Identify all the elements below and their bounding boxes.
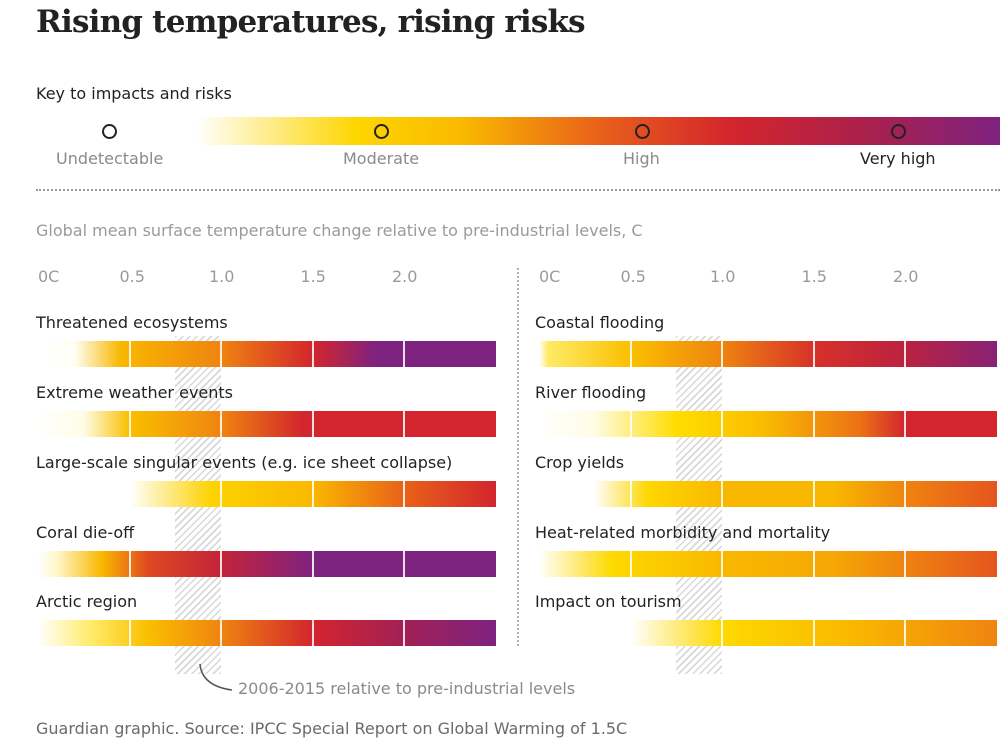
bar-tick-separator <box>721 481 723 507</box>
risk-bar <box>38 481 496 507</box>
bar-tick-separator <box>812 551 815 577</box>
bar-tick-separator <box>311 620 314 646</box>
bar-tick-separator <box>311 551 314 577</box>
key-gradient <box>196 117 1000 145</box>
tick-label-left-1: 0.5 <box>119 267 145 286</box>
source-note: Guardian graphic. Source: IPCC Special R… <box>36 719 628 738</box>
risk-bar <box>539 341 997 367</box>
bar-tick-separator <box>311 411 314 437</box>
tick-label-left-0: 0C <box>38 267 60 286</box>
tick-label-left-3: 1.5 <box>300 267 326 286</box>
risk-bar <box>539 411 997 437</box>
bar-tick-separator <box>403 411 405 437</box>
bar-tick-separator <box>721 551 723 577</box>
bar-tick-separator <box>812 411 815 437</box>
annotation-callout-line <box>199 663 233 691</box>
chart-title: Rising temperatures, rising risks <box>36 4 586 40</box>
key-divider <box>36 189 1000 191</box>
risk-bar <box>38 620 496 646</box>
bar-tick-separator <box>721 341 723 367</box>
key-label-moderate: Moderate <box>343 149 420 168</box>
bar-tick-separator <box>403 341 405 367</box>
row-label: Heat-related morbidity and mortality <box>535 523 831 542</box>
bar-tick-separator <box>128 341 131 367</box>
risk-bar <box>38 551 496 577</box>
bar-tick-separator <box>128 481 131 507</box>
row-label: Extreme weather events <box>36 383 233 402</box>
tick-label-left-2: 1.0 <box>209 267 235 286</box>
bar-tick-separator <box>629 481 632 507</box>
tick-label-right-2: 1.0 <box>710 267 736 286</box>
bar-tick-separator <box>128 411 131 437</box>
row-label: Threatened ecosystems <box>36 313 228 332</box>
key-marker-undetectable <box>102 124 117 139</box>
key-marker-moderate <box>374 124 389 139</box>
row-label: Arctic region <box>36 592 138 611</box>
bar-tick-separator <box>812 341 815 367</box>
key-title: Key to impacts and risks <box>36 84 232 103</box>
row-label: Crop yields <box>535 453 625 472</box>
risk-bar <box>539 551 997 577</box>
risk-bar <box>38 411 496 437</box>
row-label: Large-scale singular events (e.g. ice sh… <box>36 453 453 472</box>
tick-label-right-4: 2.0 <box>893 267 919 286</box>
bar-tick-separator <box>311 341 314 367</box>
key-label-high: High <box>623 149 660 168</box>
bar-tick-separator <box>904 551 906 577</box>
tick-label-right-0: 0C <box>539 267 561 286</box>
bar-tick-separator <box>904 481 906 507</box>
row-label: River flooding <box>535 383 647 402</box>
bar-tick-separator <box>904 411 906 437</box>
bar-tick-separator <box>629 551 632 577</box>
bar-tick-separator <box>629 341 632 367</box>
key-label-undetectable: Undetectable <box>56 149 164 168</box>
risk-bar <box>539 481 997 507</box>
axis-caption: Global mean surface temperature change r… <box>36 221 643 240</box>
bar-tick-separator <box>403 481 405 507</box>
bar-tick-separator <box>220 411 222 437</box>
row-label: Coral die-off <box>36 523 135 542</box>
observed-period-annotation: 2006-2015 relative to pre-industrial lev… <box>238 679 576 698</box>
bar-tick-separator <box>220 551 222 577</box>
tick-label-right-1: 0.5 <box>620 267 646 286</box>
bar-tick-separator <box>812 481 815 507</box>
row-label: Coastal flooding <box>535 313 665 332</box>
bar-tick-separator <box>904 341 906 367</box>
bar-tick-separator <box>311 481 314 507</box>
bar-tick-separator <box>128 620 131 646</box>
key-marker-very-high <box>891 124 906 139</box>
tick-label-left-4: 2.0 <box>392 267 418 286</box>
bar-tick-separator <box>629 411 632 437</box>
bar-tick-separator <box>629 620 632 646</box>
bar-tick-separator <box>220 620 222 646</box>
bar-tick-separator <box>403 551 405 577</box>
bar-tick-separator <box>904 620 906 646</box>
key-marker-high <box>635 124 650 139</box>
bar-tick-separator <box>721 411 723 437</box>
risk-bar <box>539 620 997 646</box>
row-label: Impact on tourism <box>535 592 682 611</box>
key-label-very-high: Very high <box>860 149 936 168</box>
panel-divider <box>517 268 519 646</box>
risk-bar <box>38 341 496 367</box>
bar-tick-separator <box>220 341 222 367</box>
bar-tick-separator <box>220 481 222 507</box>
bar-tick-separator <box>812 620 815 646</box>
bar-tick-separator <box>128 551 131 577</box>
bar-tick-separator <box>403 620 405 646</box>
bar-tick-separator <box>721 620 723 646</box>
tick-label-right-3: 1.5 <box>801 267 827 286</box>
